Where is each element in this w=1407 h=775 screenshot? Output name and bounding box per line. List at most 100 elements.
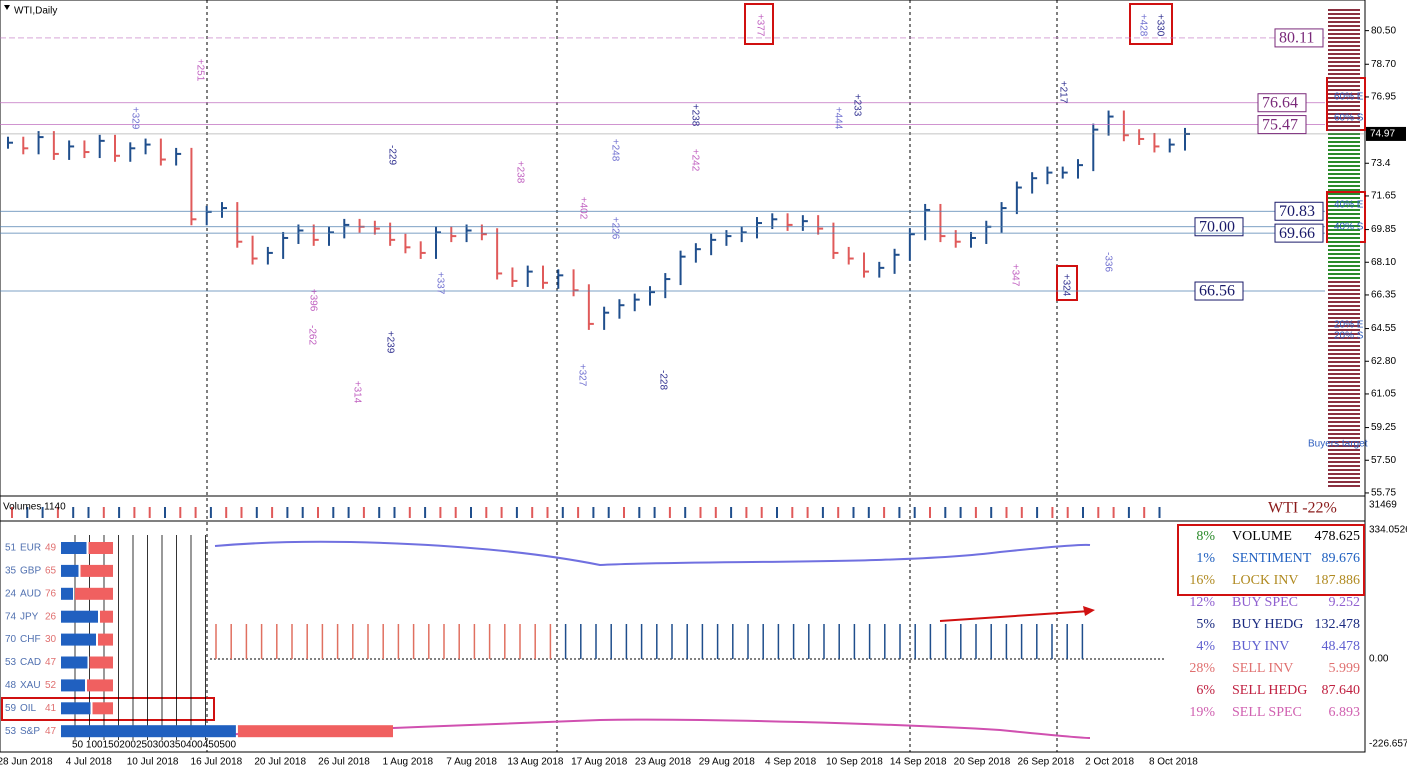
volume-axis: 31469 — [1369, 500, 1397, 511]
currency-name: JPY — [20, 611, 39, 622]
annotation: -229 — [386, 145, 397, 165]
date-label: 26 Jul 2018 — [318, 757, 370, 768]
currency-left: 51 — [5, 543, 17, 554]
stat-pct: 8% — [1196, 529, 1215, 544]
strength-buy — [61, 656, 88, 669]
date-label: 13 Aug 2018 — [507, 757, 564, 768]
price-tick-label: 64.55 — [1371, 323, 1396, 334]
strength-buy — [61, 587, 73, 600]
stat-pct: 1% — [1196, 551, 1215, 566]
badge: WTI -22% — [1268, 500, 1337, 517]
price-tick-label: 69.85 — [1371, 224, 1396, 235]
price-tick-label: 55.75 — [1371, 488, 1396, 499]
currency-name: EUR — [20, 543, 41, 554]
oscillator-line — [214, 540, 1091, 567]
date-label: 26 Sep 2018 — [1017, 757, 1074, 768]
price-tick-label: 62.80 — [1371, 356, 1396, 367]
date-label: 17 Aug 2018 — [571, 757, 628, 768]
strength-buy — [61, 679, 85, 692]
stat-value: 187.886 — [1315, 573, 1361, 588]
annotation: +428 — [1137, 14, 1148, 37]
currency-left: 74 — [5, 611, 17, 622]
price-tick-label: 57.50 — [1371, 455, 1396, 466]
stat-label: BUY HEDG — [1232, 617, 1303, 632]
price-tick-label: 66.35 — [1371, 290, 1396, 301]
currency-name: S&P — [20, 726, 40, 737]
strength-scale: 50 100150200250300350400450500 — [72, 740, 237, 751]
highlight-box — [1056, 265, 1078, 301]
annotation: +402 — [577, 197, 588, 220]
date-label: 7 Aug 2018 — [446, 757, 497, 768]
stat-label: LOCK INV — [1232, 573, 1299, 588]
annotation: +242 — [689, 149, 700, 172]
currency-left: 53 — [5, 657, 17, 668]
date-label: 20 Sep 2018 — [954, 757, 1011, 768]
price-tick-label: 80.50 — [1371, 25, 1396, 36]
strength-buy — [61, 564, 79, 577]
stat-pct: 28% — [1189, 661, 1215, 676]
date-label: 4 Sep 2018 — [765, 757, 817, 768]
annotation: +239 — [384, 331, 395, 354]
annotation: +233 — [851, 94, 862, 117]
strength-sell — [100, 610, 113, 623]
annotation: -336 — [1102, 252, 1113, 272]
strength-sell — [92, 702, 113, 715]
stat-value: 87.640 — [1322, 683, 1361, 698]
level-box — [1194, 281, 1244, 301]
currency-name: CAD — [20, 657, 41, 668]
zone-label: 40% E — [1334, 200, 1364, 211]
osc-axis-label: 334.0526 — [1369, 525, 1407, 536]
price-tick-label: 76.95 — [1371, 92, 1396, 103]
highlight-box — [1, 697, 215, 721]
chart-title: WTI,Daily — [14, 6, 57, 17]
buyers-target: Buyers target — [1308, 439, 1368, 450]
stat-pct: 6% — [1196, 683, 1215, 698]
currency-right: 49 — [45, 543, 57, 554]
stat-value: 9.252 — [1329, 595, 1361, 610]
date-label: 29 Aug 2018 — [699, 757, 756, 768]
annotation: +396 — [307, 289, 318, 312]
stat-value: 5.999 — [1329, 661, 1361, 676]
trend-arrow — [939, 610, 1091, 622]
level-box — [1274, 223, 1324, 243]
stat-label: SELL HEDG — [1232, 683, 1307, 698]
level-label: 69.66 — [1279, 225, 1315, 242]
strength-buy — [61, 725, 236, 738]
currency-left: 35 — [5, 566, 17, 577]
currency-left: 53 — [5, 726, 17, 737]
level-label: 70.83 — [1279, 203, 1315, 220]
annotation: +314 — [351, 381, 362, 404]
annotation: +444 — [832, 107, 843, 130]
level-label: 70.00 — [1199, 218, 1235, 235]
stat-value: 478.625 — [1315, 529, 1361, 544]
menu-arrow[interactable] — [4, 5, 10, 10]
price-tick-label: 73.4 — [1371, 158, 1391, 169]
date-label: 10 Sep 2018 — [826, 757, 883, 768]
stat-pct: 5% — [1196, 617, 1215, 632]
currency-right: 76 — [45, 588, 57, 599]
stat-pct: 4% — [1196, 639, 1215, 654]
last-price-label: 74.97 — [1370, 129, 1395, 140]
annotation: +226 — [609, 217, 620, 240]
currency-right: 41 — [45, 703, 57, 714]
level-box — [1257, 93, 1307, 113]
price-tick-label: 71.65 — [1371, 191, 1396, 202]
price-tick-label: 59.25 — [1371, 422, 1396, 433]
volume-label: Volumes 1140 — [3, 502, 66, 513]
strength-buy — [61, 633, 96, 646]
strength-buy — [61, 542, 87, 554]
currency-name: OIL — [20, 703, 37, 714]
date-label: 4 Jul 2018 — [66, 757, 113, 768]
currency-right: 47 — [45, 726, 57, 737]
annotation: +377 — [754, 14, 765, 37]
date-label: 16 Jul 2018 — [191, 757, 243, 768]
strength-sell — [75, 587, 113, 600]
currency-left: 48 — [5, 680, 17, 691]
annotation: +248 — [609, 139, 620, 162]
session-separators — [206, 0, 1058, 752]
level-box — [1257, 115, 1307, 135]
stat-label: VOLUME — [1232, 529, 1292, 544]
date-label: 20 Jul 2018 — [254, 757, 306, 768]
annotation: -228 — [657, 370, 668, 390]
